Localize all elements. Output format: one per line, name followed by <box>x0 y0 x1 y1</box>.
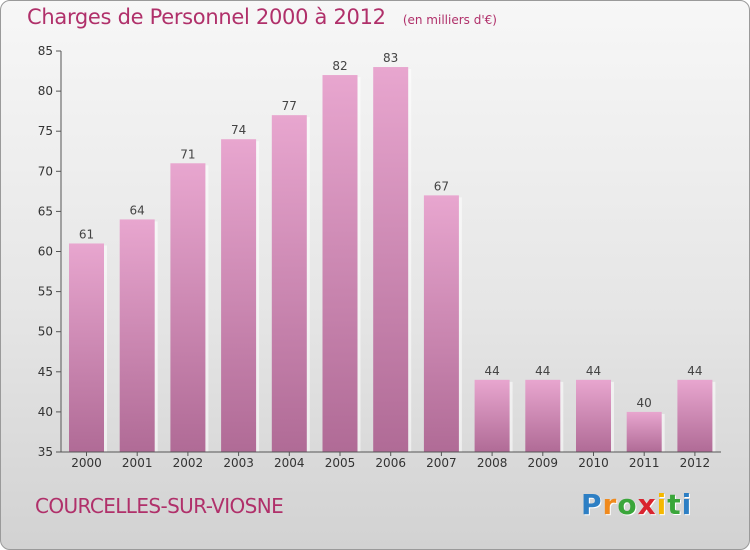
bar-value-label: 44 <box>484 364 499 378</box>
bar <box>170 163 206 452</box>
x-tick-label: 2003 <box>223 456 254 470</box>
bar <box>322 75 358 452</box>
x-tick-label: 2010 <box>578 456 609 470</box>
y-tick-label: 75 <box>38 124 53 138</box>
y-tick-label: 65 <box>38 204 53 218</box>
x-tick-label: 2006 <box>375 456 406 470</box>
logo-letter: t <box>667 488 682 521</box>
title-block: Charges de Personnel 2000 à 2012 (en mil… <box>27 5 497 29</box>
x-tick-label: 2005 <box>325 456 356 470</box>
logo-letter: i <box>656 488 668 521</box>
logo-letter: o <box>617 488 638 521</box>
bar <box>221 139 257 452</box>
bar <box>119 219 155 452</box>
x-tick-label: 2000 <box>71 456 102 470</box>
y-tick-label: 50 <box>38 325 53 339</box>
logo-letter: r <box>602 488 618 521</box>
bar-value-label: 82 <box>332 59 347 73</box>
y-tick-label: 60 <box>38 245 53 259</box>
axis-layer: 2000 2001 2002 2003 2004 2005 2006 2007 2008 2009… <box>38 44 721 470</box>
bar <box>576 379 611 452</box>
x-tick-label: 2004 <box>274 456 305 470</box>
x-tick-label: 2007 <box>426 456 457 470</box>
bar-value-label: 77 <box>282 99 297 113</box>
bar-value-label: 64 <box>130 203 145 217</box>
y-tick-label: 70 <box>38 164 53 178</box>
logo-letter: P <box>581 488 603 521</box>
bar-value-label: 40 <box>637 396 652 410</box>
bar-value-label: 71 <box>180 147 195 161</box>
bar <box>423 195 459 453</box>
bar-value-label: 44 <box>535 364 550 378</box>
bar <box>271 115 307 452</box>
bars-layer: 61 64 71 74 77 82 83 67 44 44 44 40 44 <box>69 51 716 453</box>
x-tick-label: 2009 <box>528 456 559 470</box>
bar-value-label: 61 <box>79 227 94 241</box>
bar-value-label: 44 <box>687 364 702 378</box>
proxiti-logo[interactable]: Proxiti <box>581 488 692 521</box>
x-tick-label: 2012 <box>680 456 711 470</box>
bar <box>69 243 104 452</box>
bar <box>373 67 409 452</box>
logo-letter: i <box>681 488 693 521</box>
chart-title: Charges de Personnel 2000 à 2012 <box>27 5 386 29</box>
chart-subtitle: (en milliers d'€) <box>402 13 497 27</box>
y-tick-label: 45 <box>38 365 53 379</box>
y-tick-label: 40 <box>38 405 53 419</box>
bar-value-label: 74 <box>231 123 246 137</box>
y-tick-label: 80 <box>38 84 53 98</box>
bar <box>677 379 713 452</box>
x-tick-label: 2001 <box>122 456 153 470</box>
bar-value-label: 44 <box>586 364 601 378</box>
bar-value-label: 83 <box>383 51 398 65</box>
logo-letter: x <box>637 488 657 521</box>
bar <box>525 379 561 452</box>
y-tick-label: 55 <box>38 285 53 299</box>
x-tick-label: 2002 <box>173 456 204 470</box>
bar <box>474 379 510 452</box>
bar <box>626 411 662 452</box>
y-tick-label: 35 <box>38 445 53 459</box>
bar-value-label: 67 <box>434 179 449 193</box>
x-tick-label: 2011 <box>629 456 660 470</box>
location-name: COURCELLES-SUR-VIOSNE <box>35 494 284 518</box>
x-tick-label: 2008 <box>477 456 508 470</box>
y-tick-label: 85 <box>38 44 53 58</box>
